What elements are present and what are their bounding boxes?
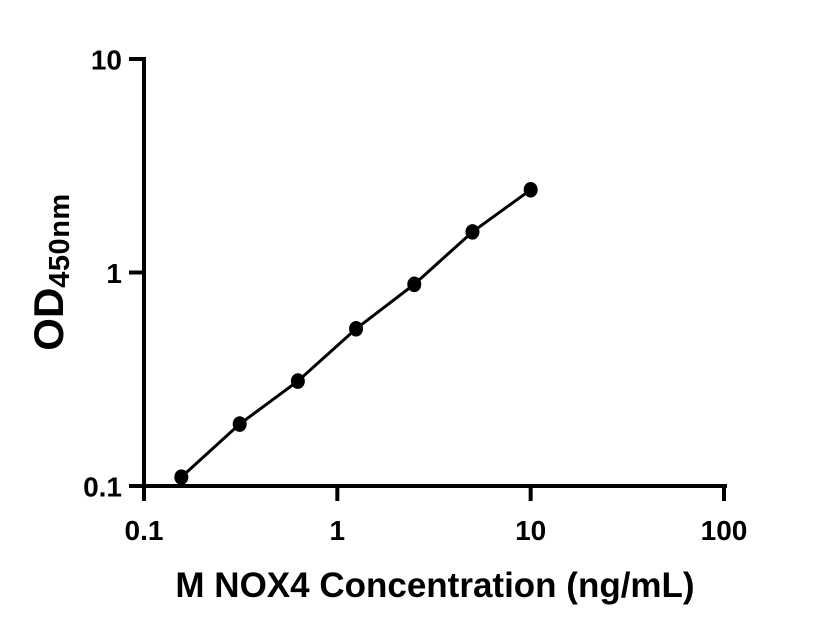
y-tick-label: 0.1 [83,472,122,503]
data-point [407,276,422,293]
y-tick-label: 10 [91,45,122,76]
data-point [523,181,538,198]
data-point [232,416,247,432]
data-point [349,320,364,337]
x-tick-label: 1 [330,515,346,546]
data-point [465,224,480,240]
x-tick-label: 10 [515,515,546,546]
x-tick-label: 0.1 [125,515,164,546]
data-point [174,469,189,485]
x-tick-label: 100 [701,515,748,546]
y-tick-label: 1 [106,258,122,289]
data-point [290,373,305,389]
x-axis-title: M NOX4 Concentration (ng/mL) [175,566,695,605]
